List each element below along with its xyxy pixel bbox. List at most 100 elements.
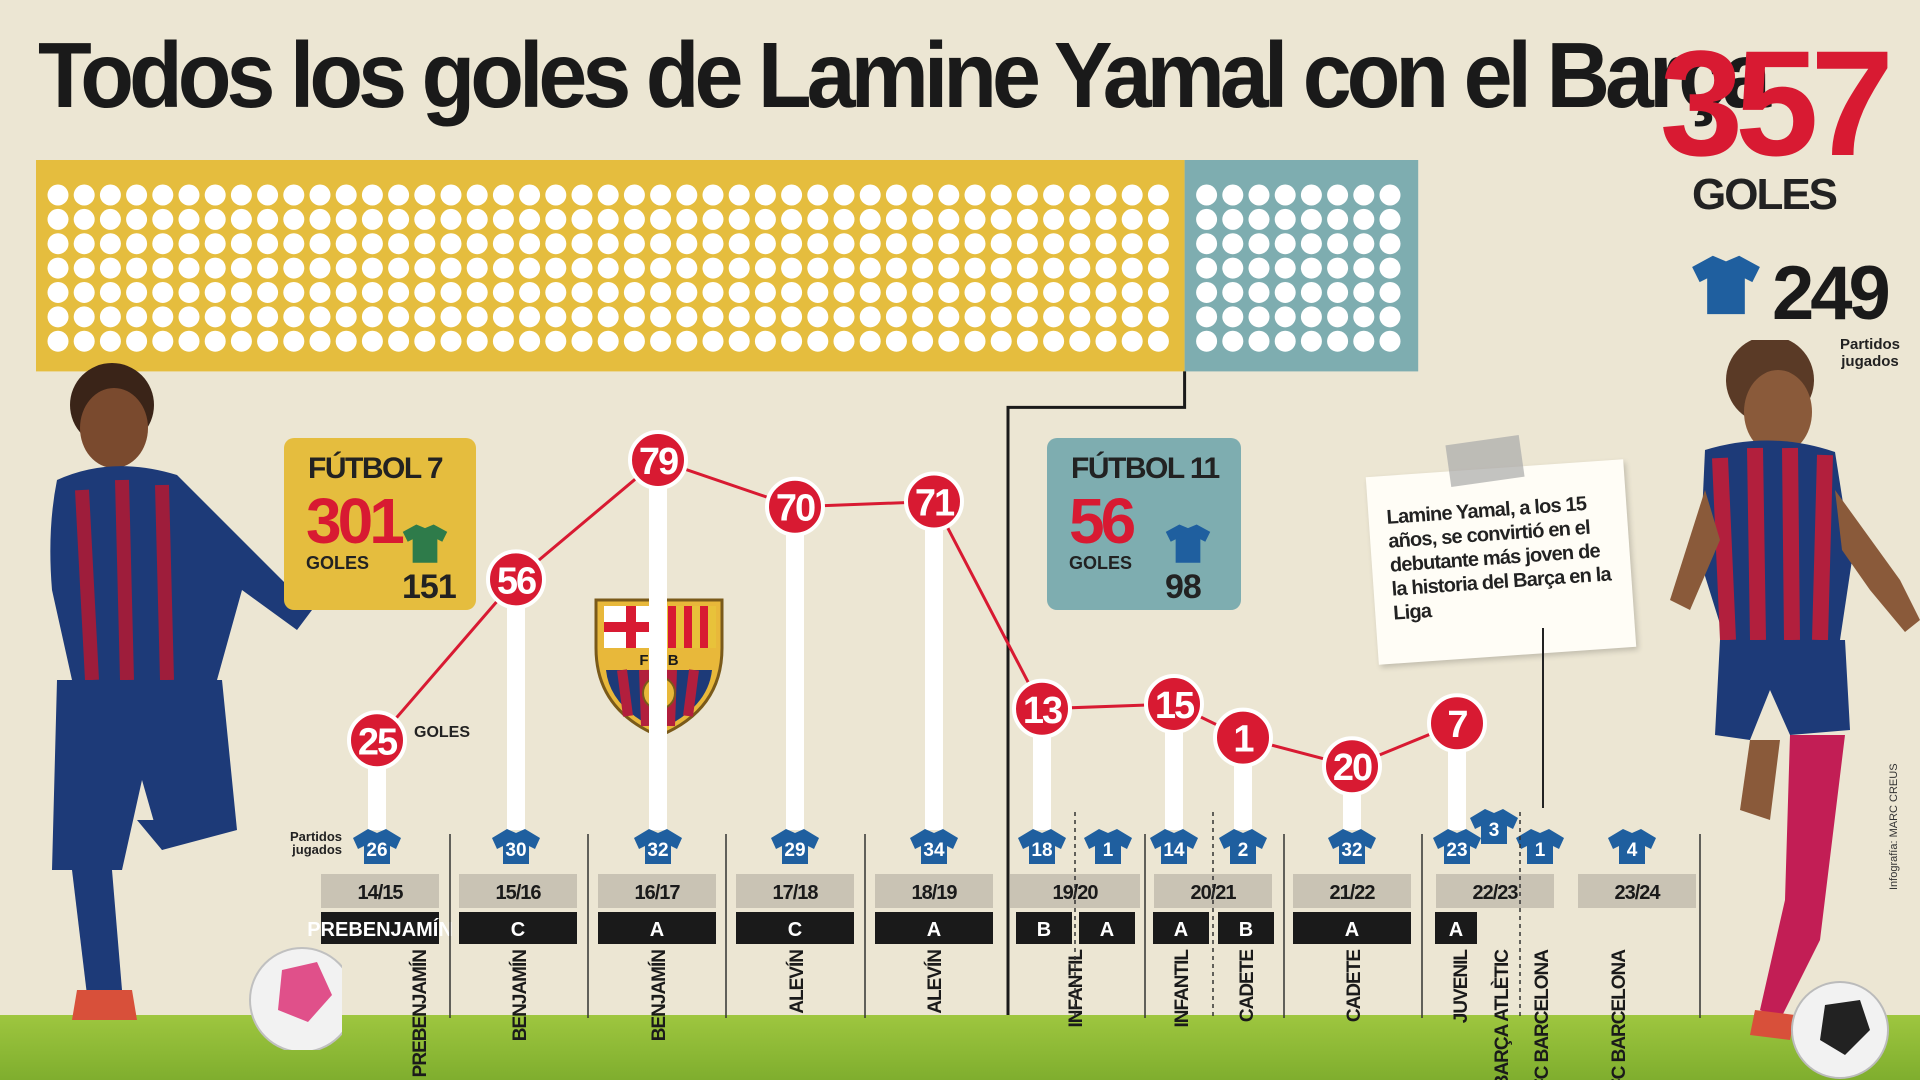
goal-dot [885,184,907,206]
goal-dot [335,233,357,255]
futbol7-goals-label: GOLES [306,553,370,573]
goal-dot [257,306,279,328]
goal-dot [1095,330,1117,352]
goal-dot [754,330,776,352]
goal-dot [545,281,567,303]
goal-dot [1121,281,1143,303]
goal-dot [859,330,881,352]
goal-dot [47,233,69,255]
goal-dot [361,184,383,206]
goal-dot [1379,306,1401,328]
goal-dot [361,281,383,303]
goal-dot [440,184,462,206]
team-letter-label: A [650,919,664,941]
goals-marker [765,476,825,537]
goal-dot [938,281,960,303]
goals-marker [628,430,688,490]
goal-dot [1069,208,1091,230]
goal-dot [1095,184,1117,206]
goal-dot [47,184,69,206]
goals-marker [1012,678,1072,739]
goal-dot [571,330,593,352]
goal-dot [728,257,750,279]
goal-dot [676,184,698,206]
goal-dot [885,306,907,328]
goal-dot [859,233,881,255]
team-letter-label: B [1239,919,1253,941]
goal-dot [204,330,226,352]
goal-dot [1353,330,1375,352]
goal-dot [466,281,488,303]
season-label: 18/19 [911,882,957,904]
goal-dot [152,208,174,230]
goal-dot [833,184,855,206]
goal-dot [1043,306,1065,328]
goal-dot [335,281,357,303]
goal-dot [99,257,121,279]
goal-dot [728,184,750,206]
matches-shirt: 3 [1470,809,1518,844]
goal-dot [466,184,488,206]
goal-dot [257,208,279,230]
goal-dot [597,257,619,279]
goal-dot [204,233,226,255]
goal-dot [361,208,383,230]
goal-dot [990,306,1012,328]
goal-dot [702,306,724,328]
goal-dot [1196,257,1218,279]
goal-dot [361,330,383,352]
goals-value-label: 25 [358,721,398,763]
team-letter-label: A [1174,919,1188,941]
goal-dot [1069,257,1091,279]
season-label: 22/23 [1472,882,1518,904]
matches-value-label: 18 [1031,840,1052,861]
goal-dot [1121,306,1143,328]
page-title: Todos los goles de Lamine Yamal con el B… [38,23,1771,127]
matches-shirt: 34 [910,829,958,864]
goal-dot [1043,208,1065,230]
goal-dot [912,306,934,328]
goal-dot [1300,281,1322,303]
shirt-icon [1150,829,1198,864]
shirt-icon [1165,524,1211,563]
shirt-icon [1470,809,1518,844]
goal-dot [283,306,305,328]
futbol7-matches: 151 [402,568,457,606]
goal-dot [807,330,829,352]
season-label: 21/22 [1329,882,1375,904]
goal-dot [1327,257,1349,279]
matches-shirt: 4 [1608,829,1656,864]
shirt-icon [634,829,682,864]
goal-dot [388,281,410,303]
goal-dot [388,233,410,255]
goal-dot [833,281,855,303]
goal-dot [73,330,95,352]
goal-dot [519,281,541,303]
goal-dot [754,257,776,279]
goal-dot [990,208,1012,230]
goal-dot [1095,208,1117,230]
goal-dot [702,184,724,206]
goals-pillar [925,501,943,830]
goal-dot [1196,233,1218,255]
total-matches: 249 [1772,251,1891,336]
goal-dot [492,208,514,230]
goal-dot [519,208,541,230]
goal-dot [597,281,619,303]
goal-dot [126,306,148,328]
goal-dot [728,330,750,352]
goal-dot [99,208,121,230]
goal-dot [257,233,279,255]
goal-dot [1379,233,1401,255]
futbol7-summary-box: FÚTBOL 7 301 GOLES 151 [284,438,476,610]
goal-dot [1248,330,1270,352]
goal-dot [361,233,383,255]
goal-dot [204,281,226,303]
matches-value-label: 14 [1163,840,1185,861]
goal-dot [754,281,776,303]
goal-dot [1043,330,1065,352]
goal-dot [178,306,200,328]
goal-dot [99,233,121,255]
shirt-icon [1219,829,1267,864]
goal-dot [623,306,645,328]
